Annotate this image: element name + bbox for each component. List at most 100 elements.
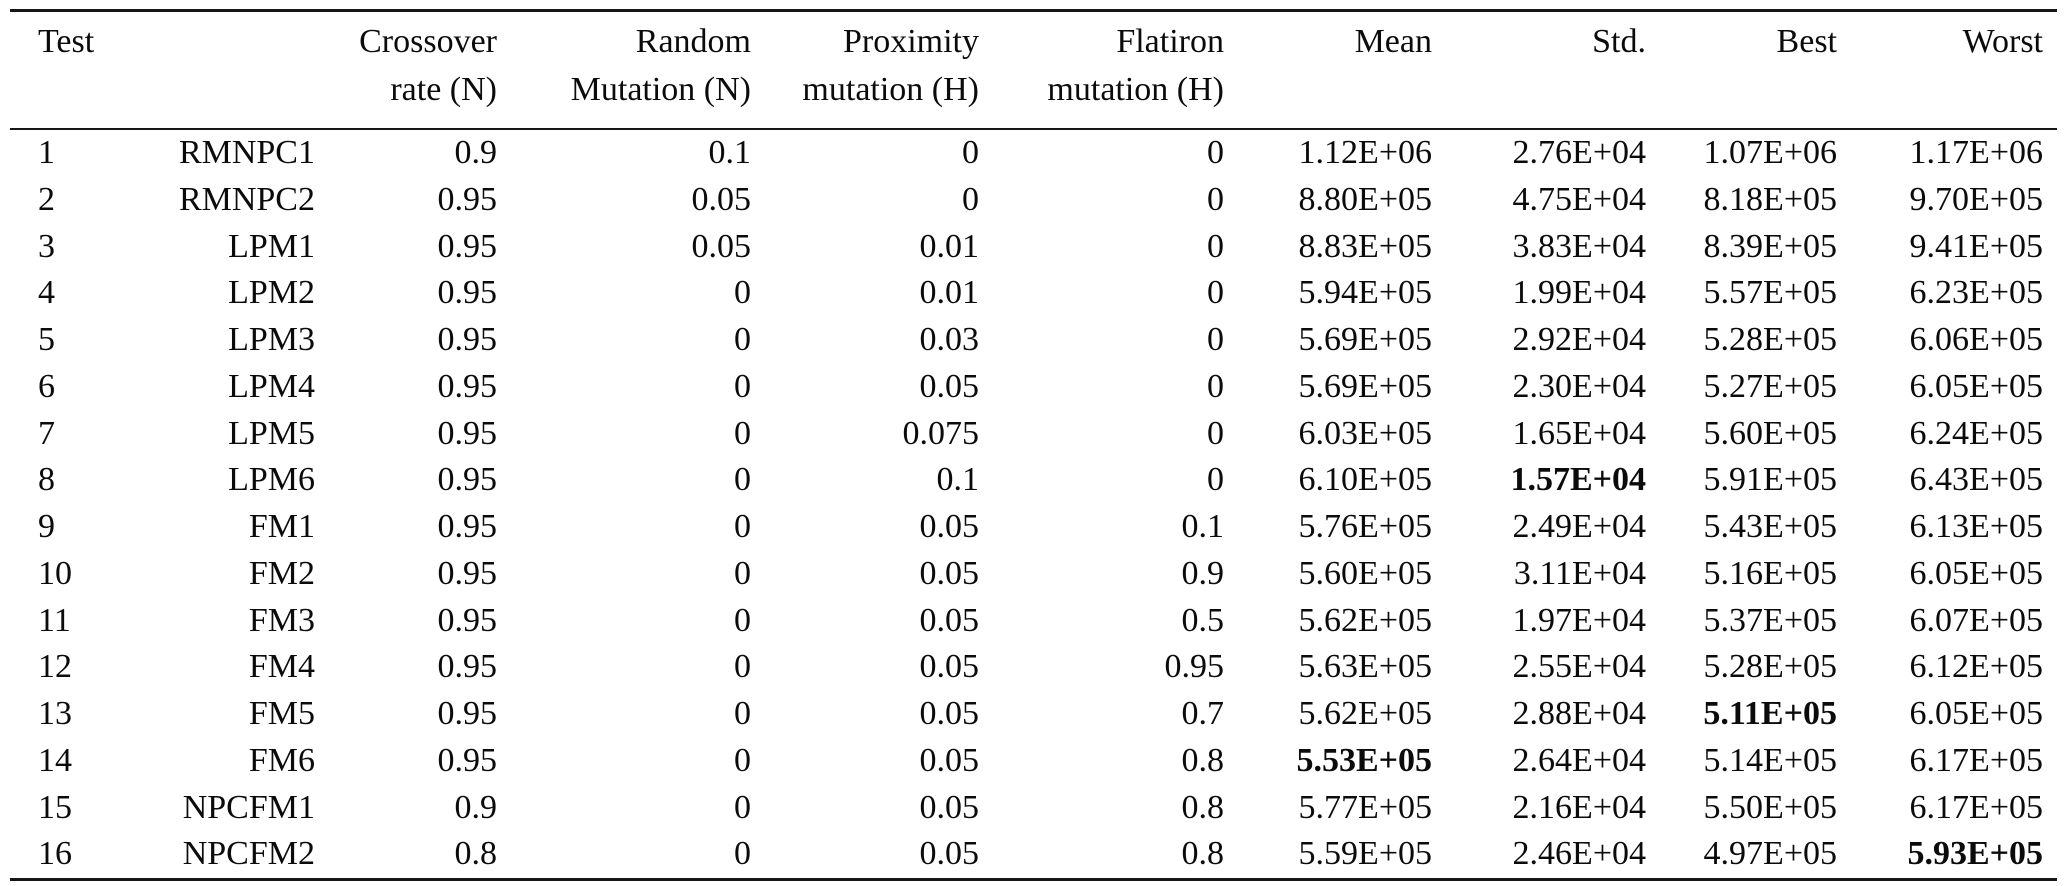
cell-mean: 5.69E+05 <box>1298 367 1432 405</box>
cell-flatiron-mutation: 0.95 <box>1164 648 1225 686</box>
cell-best: 5.57E+05 <box>1703 274 1837 312</box>
cell-best: 5.43E+05 <box>1703 508 1837 545</box>
cell-std: 2.55E+04 <box>1512 648 1646 686</box>
cell-mean: 5.69E+05 <box>1298 321 1432 358</box>
cell-worst: 6.17E+05 <box>1909 788 2043 826</box>
column-header-proximity-mutation: Proximity mutation (H) <box>751 11 979 130</box>
cell-mean: 5.76E+05 <box>1298 508 1432 545</box>
cell-crossover-rate: 0.95 <box>437 601 498 639</box>
cell-proximity-mutation: 0.05 <box>919 554 980 592</box>
cell-test-name: LPM1 <box>228 227 315 265</box>
cell-std: 1.65E+04 <box>1512 414 1646 452</box>
column-header-label: Worst <box>1962 23 2043 60</box>
cell-test: 10 <box>38 554 72 592</box>
column-header-std: Std. <box>1432 11 1646 130</box>
cell-worst: 6.05E+05 <box>1909 367 2043 405</box>
cell-test: 4 <box>38 274 55 312</box>
cell-mean: 5.77E+05 <box>1298 788 1432 826</box>
cell-crossover-rate: 0.95 <box>437 321 498 358</box>
cell-test: 12 <box>38 648 72 686</box>
cell-crossover-rate: 0.95 <box>437 227 498 265</box>
cell-test-name: RMNPC2 <box>178 180 315 218</box>
column-header-mean: Mean <box>1224 11 1432 130</box>
cell-crossover-rate: 0.9 <box>454 788 498 826</box>
cell-std: 3.83E+04 <box>1512 227 1646 265</box>
results-table: Test Crossover rate (N) Random Mutation (N) P… <box>10 9 2057 881</box>
cell-std: 2.88E+04 <box>1512 695 1646 732</box>
cell-random-mutation: 0 <box>734 554 751 592</box>
cell-random-mutation: 0 <box>734 274 751 312</box>
cell-flatiron-mutation: 0 <box>1207 134 1224 171</box>
table-row: 12 FM4 0.95 0 0.05 0.95 5.63E+05 2.55E+04 5.28E+… <box>10 644 2057 691</box>
cell-proximity-mutation: 0.05 <box>919 835 980 873</box>
cell-crossover-rate: 0.95 <box>437 180 498 218</box>
table-row: 5 LPM3 0.95 0 0.03 0 5.69E+05 2.92E+04 5.28E+05 6… <box>10 317 2057 364</box>
cell-best: 4.97E+05 <box>1703 835 1837 873</box>
cell-test: 3 <box>38 227 55 265</box>
cell-crossover-rate: 0.95 <box>437 648 498 686</box>
cell-test-name: FM2 <box>248 554 315 592</box>
cell-best: 5.50E+05 <box>1703 788 1837 826</box>
cell-crossover-rate: 0.95 <box>437 508 498 545</box>
cell-std: 2.46E+04 <box>1512 835 1646 873</box>
cell-test-name: FM5 <box>248 695 315 732</box>
cell-random-mutation: 0 <box>734 741 751 779</box>
cell-mean: 1.12E+06 <box>1298 134 1432 171</box>
cell-proximity-mutation: 0.1 <box>936 461 980 499</box>
cell-proximity-mutation: 0.05 <box>919 508 980 545</box>
table-row: 14 FM6 0.95 0 0.05 0.8 5.53E+05 2.64E+04 5.14E+0… <box>10 738 2057 785</box>
cell-std: 1.99E+04 <box>1512 274 1646 312</box>
cell-proximity-mutation: 0.05 <box>919 741 980 779</box>
cell-test: 11 <box>38 601 71 639</box>
cell-flatiron-mutation: 0.7 <box>1181 695 1225 732</box>
cell-std: 2.64E+04 <box>1512 741 1646 779</box>
table-row: 7 LPM5 0.95 0 0.075 0 6.03E+05 1.65E+04 5.60E+05… <box>10 411 2057 458</box>
cell-test-name: LPM5 <box>228 414 315 452</box>
cell-std: 2.16E+04 <box>1512 788 1646 826</box>
cell-mean: 5.94E+05 <box>1298 274 1432 312</box>
cell-flatiron-mutation: 0.1 <box>1181 508 1225 545</box>
cell-worst: 6.05E+05 <box>1909 695 2043 732</box>
cell-worst: 6.12E+05 <box>1909 648 2043 686</box>
cell-mean: 8.80E+05 <box>1298 180 1432 218</box>
cell-test: 7 <box>38 414 55 452</box>
cell-test: 8 <box>38 461 55 499</box>
cell-flatiron-mutation: 0.8 <box>1181 741 1225 779</box>
table-row: 8 LPM6 0.95 0 0.1 0 6.10E+05 1.57E+04 5.91E+05 6.… <box>10 457 2057 504</box>
cell-test: 15 <box>38 788 72 826</box>
cell-proximity-mutation: 0.05 <box>919 648 980 686</box>
column-header-best: Best <box>1646 11 1837 130</box>
cell-flatiron-mutation: 0 <box>1207 414 1224 452</box>
cell-crossover-rate: 0.95 <box>437 414 498 452</box>
column-header-label: Flatiron <box>1116 23 1224 60</box>
table-row: 16 NPCFM2 0.8 0 0.05 0.8 5.59E+05 2.46E+04 4.97E… <box>10 831 2057 879</box>
cell-flatiron-mutation: 0.9 <box>1181 554 1225 592</box>
cell-test: 5 <box>38 321 55 358</box>
cell-worst: 6.23E+05 <box>1909 274 2043 312</box>
cell-best: 1.07E+06 <box>1703 134 1837 171</box>
cell-mean: 5.63E+05 <box>1298 648 1432 686</box>
cell-flatiron-mutation: 0 <box>1207 367 1224 405</box>
cell-flatiron-mutation: 0.8 <box>1181 835 1225 873</box>
cell-std: 2.92E+04 <box>1512 321 1646 358</box>
table-header: Test Crossover rate (N) Random Mutation (N) P… <box>10 11 2057 130</box>
cell-flatiron-mutation: 0 <box>1207 274 1224 312</box>
cell-crossover-rate: 0.95 <box>437 367 498 405</box>
cell-proximity-mutation: 0.075 <box>902 414 980 452</box>
cell-crossover-rate: 0.95 <box>437 741 498 779</box>
cell-best: 5.91E+05 <box>1703 461 1837 499</box>
cell-std: 2.76E+04 <box>1512 134 1646 171</box>
cell-best: 5.60E+05 <box>1703 414 1837 452</box>
header-row: Test Crossover rate (N) Random Mutation (N) P… <box>10 11 2057 130</box>
column-header-label: Proximity <box>842 23 979 60</box>
column-header-label: Crossover <box>359 23 497 60</box>
cell-random-mutation: 0 <box>734 321 751 358</box>
cell-test-name: FM4 <box>248 648 315 686</box>
cell-proximity-mutation: 0.05 <box>919 695 980 732</box>
cell-worst: 9.41E+05 <box>1909 227 2043 265</box>
column-header-label: Random <box>635 23 751 60</box>
cell-crossover-rate: 0.8 <box>454 835 498 873</box>
cell-test-name: LPM2 <box>228 274 315 312</box>
cell-test-name: NPCFM2 <box>182 835 315 873</box>
